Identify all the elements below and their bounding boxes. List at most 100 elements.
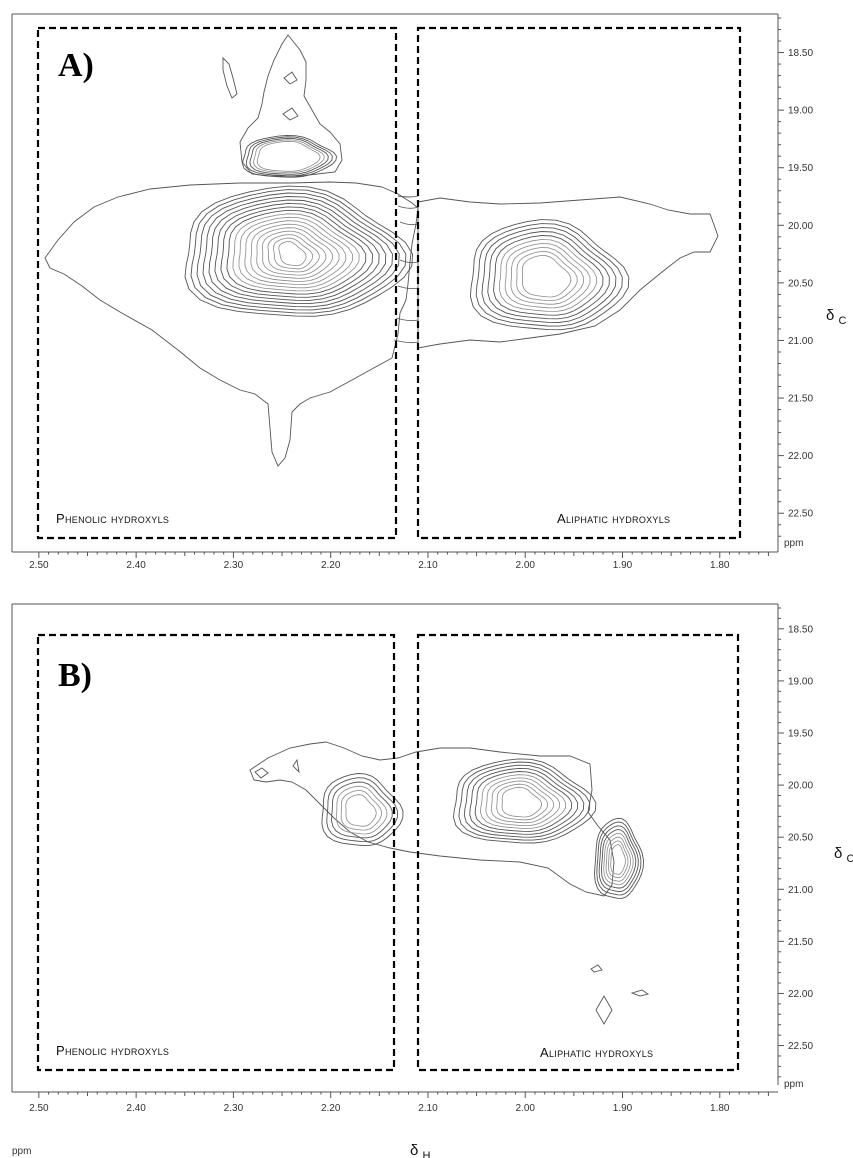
panel-b-peak-contour-ring — [610, 844, 626, 875]
panel-b-x-tick-label: 2.00 — [515, 1103, 535, 1114]
panel-b-aliphatic-label: Aliphatic hydroxyls — [540, 1045, 653, 1060]
panel-b-y-tick-label: 21.00 — [788, 885, 813, 896]
panel-b-peak-contour-ring — [598, 825, 639, 892]
panel-b-y-axis-label-text: δ — [834, 845, 842, 862]
panel-b-x-tick-label: 2.40 — [126, 1103, 146, 1114]
panel-a-contour-upper-small-2 — [282, 107, 299, 121]
panel-a-peak-contour-ring — [238, 216, 353, 289]
panel-a-x-tick-label: 1.80 — [710, 560, 730, 571]
panel-b: 18.50 19.00 19.50 20.00 20.50 21.00 21.50 22.00… — [11, 603, 853, 1158]
panel-b-y-axis-label: δ C — [834, 845, 853, 865]
panel-b-peak-contour-ring — [458, 761, 591, 841]
panel-b-y-tick-label: 20.00 — [788, 781, 813, 792]
panel-b-aliphatic-region-box — [416, 633, 740, 1072]
panel-b-x-tick-label: 1.80 — [710, 1103, 730, 1114]
panel-a-peak-contour-ring — [278, 241, 307, 266]
panel-b-peak-contour-ring — [321, 773, 404, 847]
panel-b-x-unit: ppm — [12, 1146, 31, 1157]
panel-b-peak-contour-ring — [501, 786, 543, 818]
panel-b-phenolic-region-box — [36, 633, 396, 1072]
panel-a-ripple-1 — [397, 195, 419, 198]
panel-a-peak-contour-ring — [493, 235, 604, 316]
panel-a-peak-contour-ring — [253, 139, 325, 174]
panel-a-peak-contour-ring — [245, 136, 333, 177]
panel-a-aliphatic-label: Aliphatic hydroxyls — [557, 511, 670, 526]
panel-a-phenolic-label: Phenolic hydroxyls — [56, 511, 169, 526]
panel-a-y-tick-label: 20.00 — [788, 221, 813, 232]
panel-a-ripple-2 — [397, 205, 419, 209]
panel-a-aliphatic-main-peak — [417, 196, 719, 349]
panel-a-peak-contour-ring — [521, 254, 572, 298]
panel-b-y-tick-label: 20.50 — [788, 833, 813, 844]
panel-a-peak-contour-ring — [256, 140, 321, 172]
panel-b-peak-contour-ring — [326, 777, 399, 843]
panel-a-ripple-4 — [399, 259, 419, 264]
panel-a: 18.50 19.00 19.50 20.00 20.50 21.00 21.50 22.00… — [11, 13, 847, 571]
panel-b-contour-stray-1 — [590, 964, 603, 973]
panel-a-contour-outer — [44, 181, 419, 467]
axis-label-subscript: C — [847, 853, 853, 865]
panel-b-peak-contour-ring — [600, 829, 637, 889]
panel-a-x-tick-label: 1.90 — [613, 560, 633, 571]
panel-b-peak-contour-ring — [345, 794, 377, 827]
panel-b-x-tick-label: 2.20 — [321, 1103, 341, 1114]
panel-b-x-tick-label: 1.90 — [613, 1103, 633, 1114]
panel-a-peak-contour-ring — [504, 243, 591, 309]
panel-a-peak-contour-ring — [469, 219, 630, 331]
panel-a-peak-contour-ring — [273, 237, 314, 270]
panel-a-peak-contour-ring — [516, 251, 578, 302]
panel-b-peak-contour-ring — [474, 771, 573, 832]
panel-b-peak-contour-ring — [331, 781, 393, 839]
panel-a-y-tick-label: 21.00 — [788, 336, 813, 347]
panel-b-phenolic-label: Phenolic hydroxyls — [56, 1043, 169, 1058]
axis-label-subscript: C — [839, 315, 847, 327]
panel-a-peak-contour-ring — [220, 206, 373, 298]
panel-a-y-tick-label: 21.50 — [788, 394, 813, 405]
panel-a-peak-contour-ring — [208, 199, 387, 305]
panel-b-peak-contour-ring — [453, 758, 597, 844]
panel-a-y-ticks: 18.50 19.00 19.50 20.00 20.50 21.00 21.50 22.00… — [778, 17, 813, 537]
panel-b-peak-contour-ring — [490, 780, 555, 824]
panel-a-peak-contour-ring — [250, 223, 340, 282]
panel-b-peak-contour-ring — [596, 821, 642, 896]
panel-a-y-tick-label: 22.50 — [788, 509, 813, 520]
panel-b-y-ticks: 18.50 19.00 19.50 20.00 20.50 21.00 21.50 22.00… — [778, 607, 813, 1078]
panel-b-peak-contour-ring — [605, 836, 632, 882]
panel-a-y-tick-label: 20.50 — [788, 278, 813, 289]
panel-a-contour-aliphatic-outer — [417, 196, 719, 349]
panel-b-y-tick-label: 18.50 — [788, 624, 813, 635]
panel-b-y-tick-label: 21.50 — [788, 937, 813, 948]
panel-b-y-tick-label: 19.00 — [788, 676, 813, 687]
panel-b-peak-contour-ring — [607, 840, 629, 879]
panel-a-peak-contour-ring — [256, 227, 333, 279]
panel-a-x-tick-label: 2.20 — [321, 560, 341, 571]
panel-b-x-tick-label: 2.50 — [29, 1103, 49, 1114]
panel-b-peak-contour-ring — [340, 789, 382, 831]
panel-a-ripple-6 — [395, 317, 419, 322]
panel-a-ripple-7 — [393, 339, 419, 344]
panel-a-peak-contour-ring — [242, 135, 337, 178]
panel-a-x-tick-label: 2.40 — [126, 560, 146, 571]
panel-a-y-tick-label: 19.00 — [788, 106, 813, 117]
panel-a-y-tick-label: 22.00 — [788, 451, 813, 462]
panel-a-ripple-3 — [399, 221, 419, 226]
panel-a-contour-upper-side — [222, 56, 238, 99]
panel-a-peak-contour-ring — [249, 137, 329, 175]
panel-a-peak-contour-ring — [244, 220, 347, 286]
panel-a-peak-contour-ring — [184, 185, 414, 317]
panel-b-peak-contour-ring — [485, 777, 561, 826]
panel-b-peak-contour-ring — [594, 817, 644, 899]
panel-b-y-tick-label: 19.50 — [788, 729, 813, 740]
panel-a-x-tick-label: 2.50 — [29, 560, 49, 571]
panel-b-contour-small-left — [254, 767, 269, 779]
panel-b-x-tick-label: 2.30 — [224, 1103, 244, 1114]
panel-b-contour-rings — [321, 758, 644, 899]
panel-b-x-ticks: 2.50 2.40 2.30 2.20 2.10 2.00 1.90 1.80 — [29, 1092, 769, 1114]
panel-a-y-tick-label: 19.50 — [788, 163, 813, 174]
panel-a-peak-contour-ring — [498, 239, 597, 312]
panel-a-upper-peak — [222, 34, 343, 177]
panel-b-contour-tiny-triangle — [292, 758, 300, 774]
panel-b-contour-stray-2 — [630, 989, 650, 997]
panel-b-peak-contour-ring — [603, 832, 634, 886]
panel-b-y-tick-label: 22.00 — [788, 989, 813, 1000]
